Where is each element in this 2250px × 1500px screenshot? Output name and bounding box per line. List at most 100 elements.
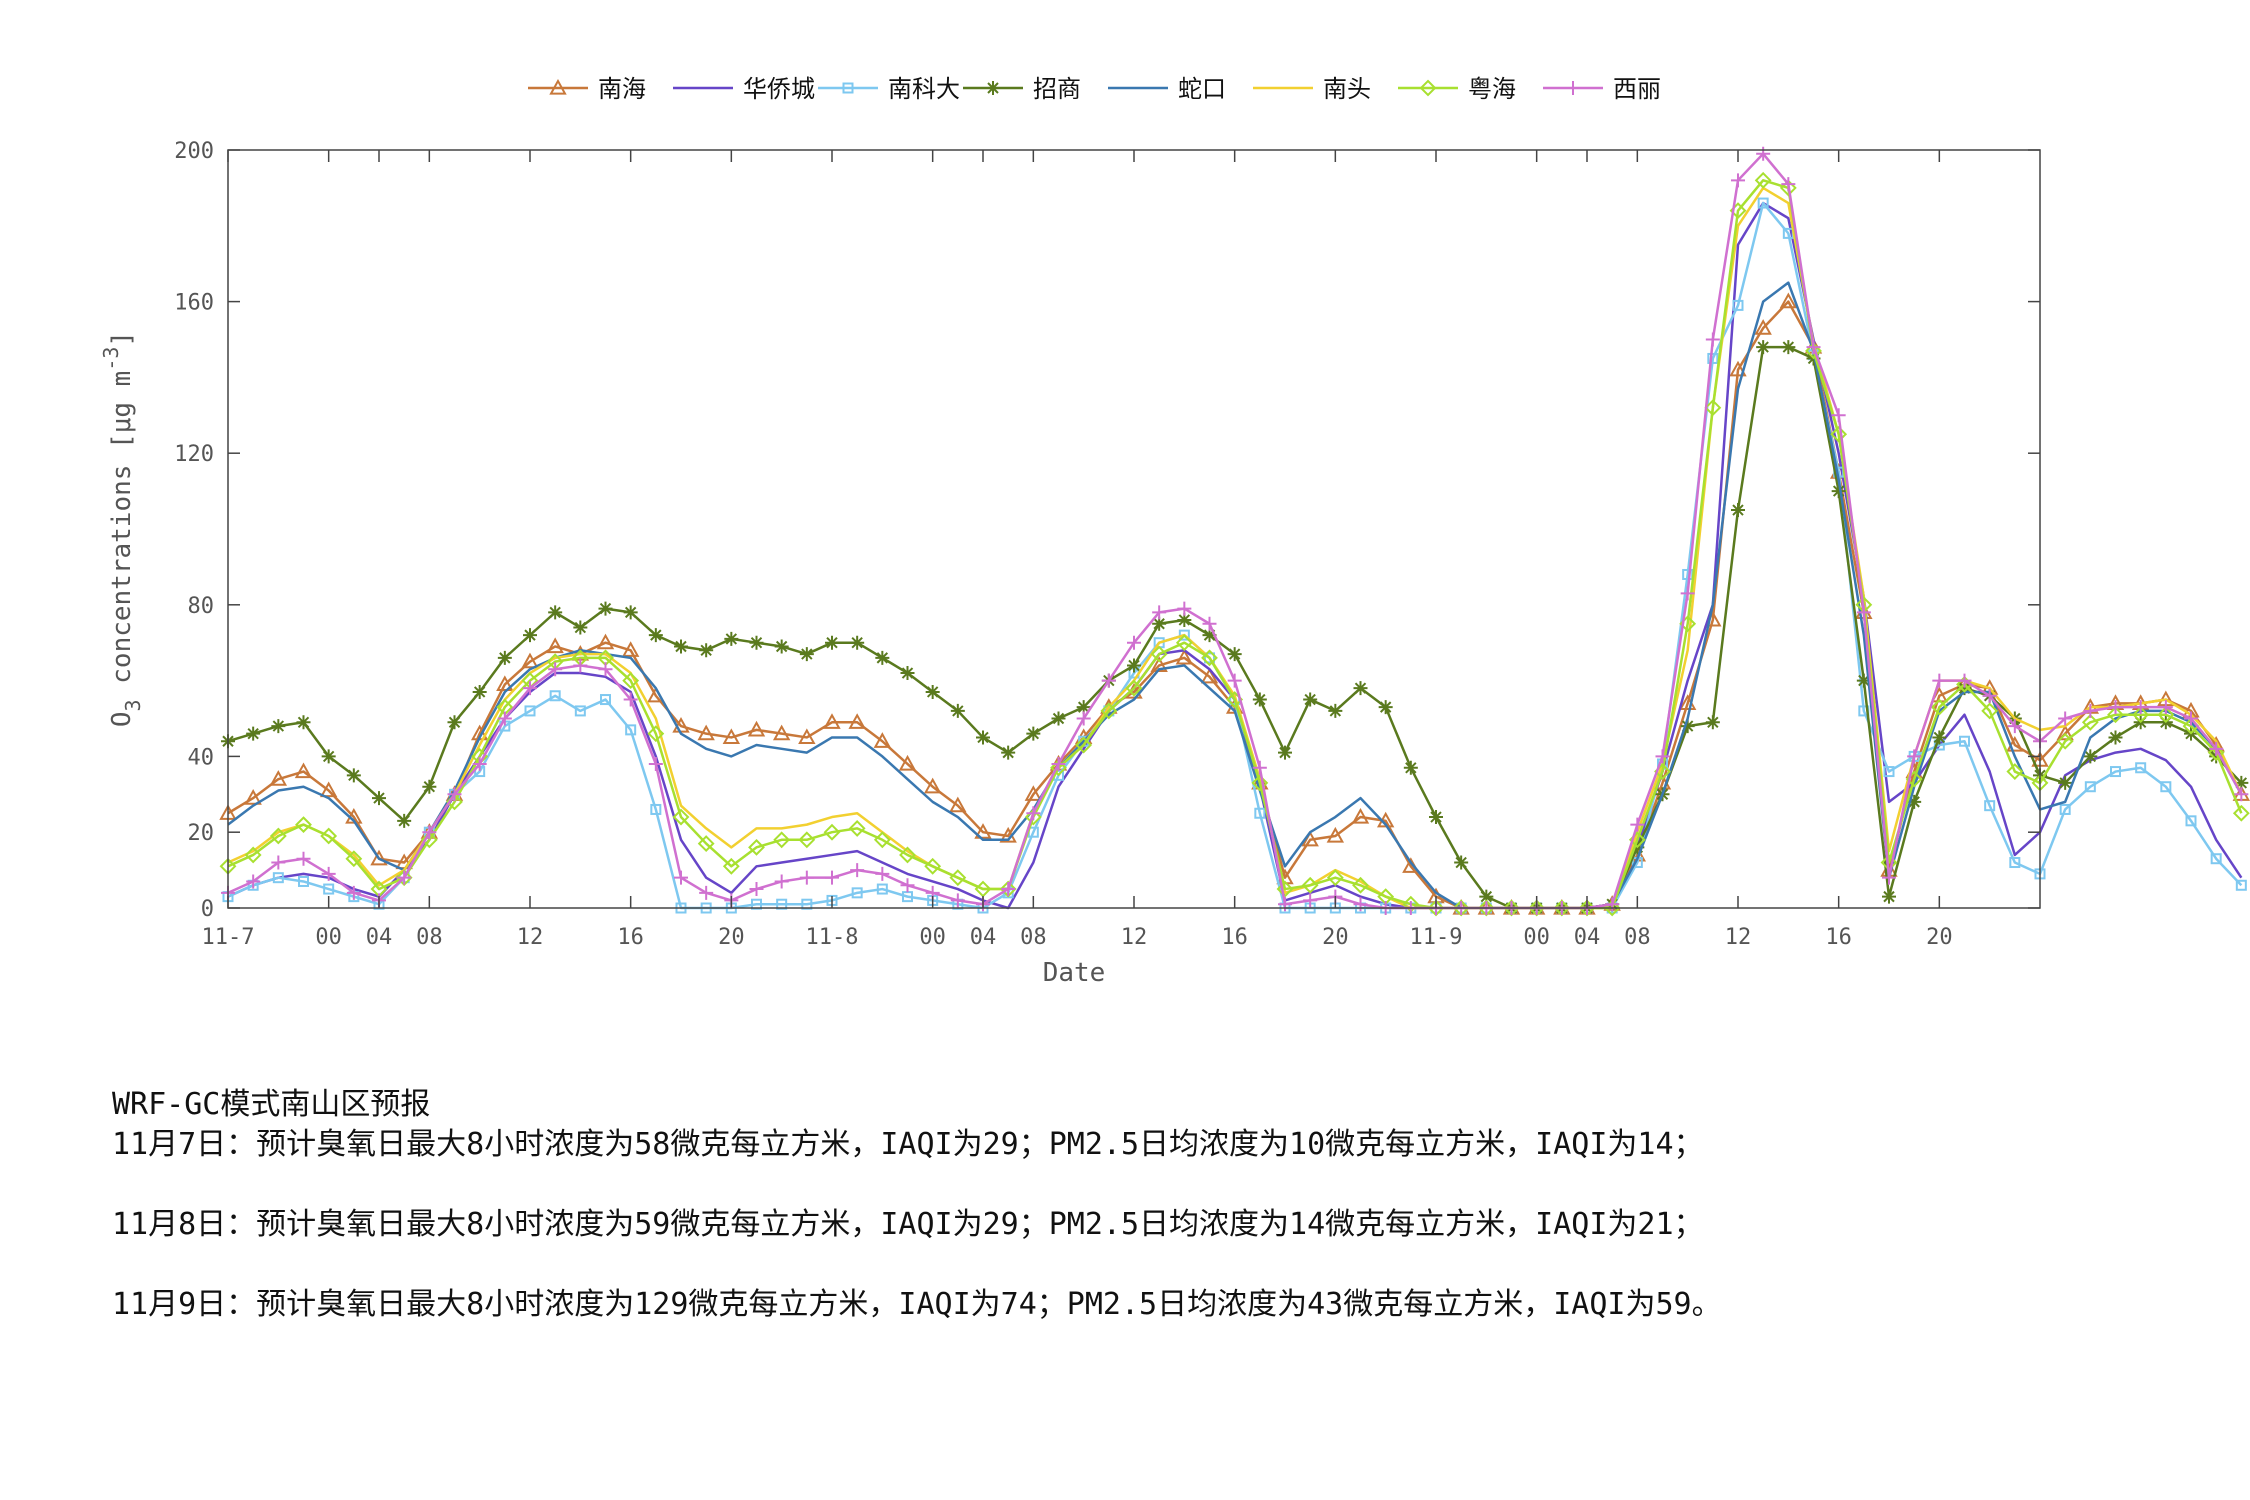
data-point — [950, 703, 965, 718]
data-point — [1001, 745, 1016, 760]
data-point — [647, 725, 665, 743]
data-point — [1202, 628, 1217, 643]
series-line — [227, 186, 2243, 910]
data-point — [271, 855, 286, 870]
data-point — [1757, 197, 1769, 209]
chart-legend: 南海 华侨城 南科大 招商 蛇口 南头 粤海 西丽 — [528, 75, 1661, 103]
data-point — [1957, 673, 1972, 688]
data-point — [650, 803, 662, 815]
data-point — [573, 620, 588, 635]
legend-entry: 南头 — [1253, 75, 1371, 103]
data-point — [2009, 857, 2021, 869]
data-point — [1075, 736, 1093, 754]
data-point — [1252, 692, 1267, 707]
data-point — [1026, 806, 1041, 821]
series-line — [227, 345, 2243, 910]
data-point — [321, 866, 336, 881]
y-tick-label: 0 — [201, 897, 214, 922]
x-tick-label: 16 — [1825, 925, 1852, 950]
data-point — [1754, 319, 1772, 335]
data-point — [2007, 719, 2022, 734]
data-point — [1326, 826, 1345, 843]
data-point — [397, 813, 412, 828]
series-line — [227, 201, 2243, 910]
data-point — [1177, 601, 1192, 616]
data-point — [851, 887, 863, 899]
data-point — [1831, 484, 1846, 499]
data-point — [1177, 612, 1192, 627]
data-point — [2232, 804, 2250, 822]
data-point — [1756, 340, 1771, 355]
data-point — [825, 635, 839, 650]
data-point — [1101, 673, 1116, 688]
data-point — [320, 827, 338, 845]
data-point — [1378, 700, 1393, 715]
data-point — [1707, 352, 1719, 364]
data-point — [523, 681, 537, 696]
data-point — [773, 831, 791, 849]
data-point — [1026, 726, 1041, 741]
data-point — [1200, 667, 1219, 684]
data-point — [296, 851, 311, 866]
series-3 — [222, 197, 2247, 914]
data-point — [1882, 870, 1896, 885]
legend-label: 华侨城 — [743, 75, 815, 103]
data-point — [271, 719, 286, 734]
data-point — [622, 672, 640, 690]
data-point — [574, 705, 586, 717]
data-point — [1301, 876, 1319, 894]
data-point — [346, 885, 361, 900]
data-point — [1024, 785, 1043, 801]
data-point — [2058, 711, 2073, 726]
data-point — [1856, 673, 1871, 688]
data-point — [1705, 332, 1720, 347]
legend-entry: 蛇口 — [1108, 75, 1226, 103]
data-point — [1883, 766, 1895, 778]
data-point — [672, 808, 690, 826]
data-point — [774, 874, 789, 889]
data-point — [1050, 759, 1067, 777]
forecast-day-2: 11月8日：预计臭氧日最大8小时浓度为59微克每立方米，IAQI为29；PM2.… — [112, 1207, 1704, 1242]
data-point — [2083, 749, 2098, 764]
data-point — [346, 768, 361, 783]
data-point — [269, 770, 288, 786]
forecast-day-1: 11月7日：预计臭氧日最大8小时浓度为58微克每立方米，IAQI为29；PM2.… — [112, 1127, 1704, 1162]
data-point — [798, 728, 816, 745]
data-point — [823, 823, 841, 841]
legend-marker — [1419, 79, 1437, 97]
data-point — [974, 823, 992, 839]
x-tick-label: 12 — [1725, 925, 1752, 950]
x-tick-label: 04 — [366, 925, 393, 950]
data-point — [2084, 781, 2096, 793]
legend-marker — [1566, 81, 1580, 95]
data-point — [1981, 702, 1999, 720]
data-point — [697, 835, 715, 852]
data-point — [825, 870, 839, 885]
x-tick-label: 00 — [315, 925, 342, 950]
data-point — [674, 639, 688, 654]
data-point — [1932, 730, 1947, 745]
data-point — [1984, 800, 1996, 812]
x-tick-label: 20 — [1322, 925, 1349, 950]
data-point — [1731, 173, 1745, 188]
x-tick-label: 20 — [718, 925, 745, 950]
data-point — [1830, 425, 1848, 443]
series-4 — [221, 340, 2249, 915]
data-point — [1959, 735, 1970, 747]
plot-area — [219, 146, 2250, 917]
data-point — [1729, 360, 1747, 377]
data-point — [1278, 745, 1292, 760]
data-point — [950, 893, 965, 908]
x-tick-label: 12 — [1121, 925, 1148, 950]
x-axis-label: Date — [1043, 958, 1106, 988]
data-point — [1806, 340, 1821, 355]
data-point — [1756, 146, 1771, 161]
data-point — [1326, 869, 1344, 887]
data-point — [1227, 647, 1242, 662]
data-point — [1076, 700, 1091, 715]
data-point — [1754, 171, 1772, 189]
y-tick-label: 40 — [188, 745, 215, 770]
data-point — [748, 838, 765, 856]
data-point — [2081, 713, 2099, 731]
data-point — [1051, 711, 1066, 726]
